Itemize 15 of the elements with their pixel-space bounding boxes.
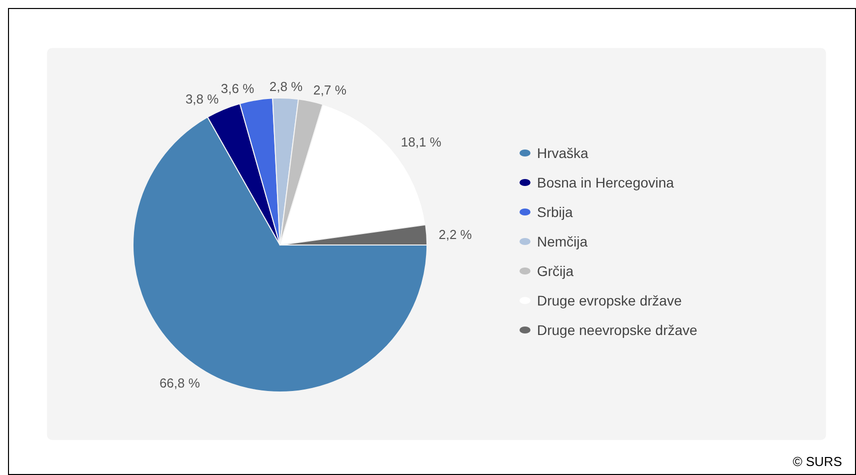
data-label: 3,8 % xyxy=(185,91,220,106)
data-label: 2,8 % xyxy=(269,79,304,94)
legend-label: Druge evropske države xyxy=(537,292,682,308)
data-label: 66,8 % xyxy=(159,375,200,390)
text: © SURS xyxy=(792,454,842,469)
legend-label: Bosna in Hercegovina xyxy=(537,174,674,190)
data-label: 18,1 % xyxy=(400,134,442,150)
data-label: 2,7 % xyxy=(313,82,347,98)
legend-label: Hrvaška xyxy=(537,145,589,161)
legend-label: Srbija xyxy=(537,204,574,220)
legend-label: Nemčija xyxy=(537,234,588,250)
data-label: 2,2 % xyxy=(438,227,472,242)
legend-label: Druge neevropske države xyxy=(537,322,698,338)
data-label: 3,6 % xyxy=(220,81,255,96)
legend-label: Grčija xyxy=(537,263,574,279)
